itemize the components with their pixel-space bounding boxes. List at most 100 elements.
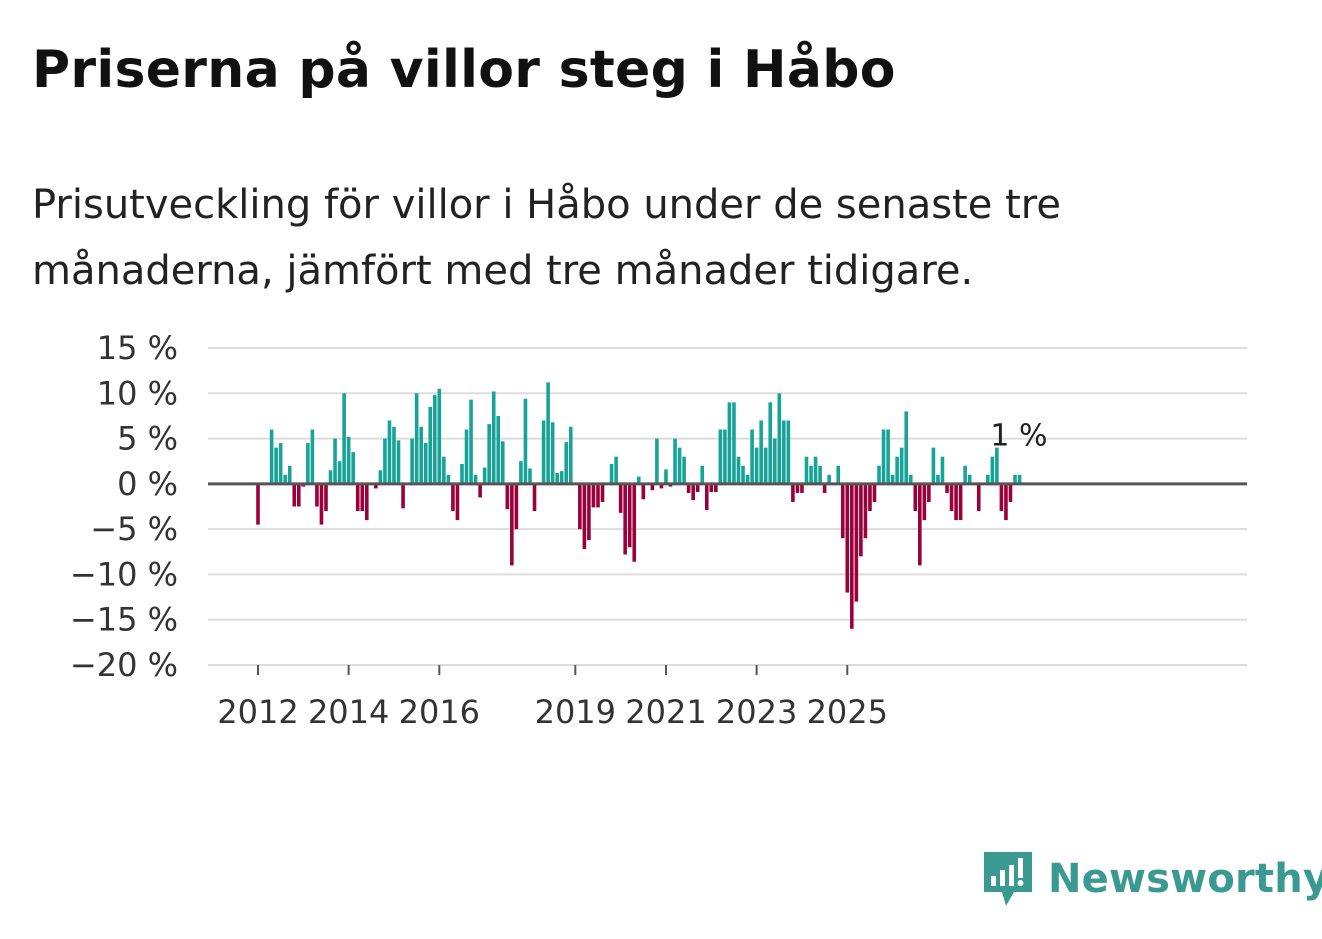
bar-negative — [401, 483, 405, 509]
bar-positive — [995, 447, 999, 484]
bar-negative — [505, 483, 510, 510]
annotations: 1 % — [990, 419, 1047, 454]
bar-positive — [278, 443, 283, 484]
bar-positive — [895, 456, 899, 484]
bar-positive — [392, 426, 396, 484]
bar-positive — [682, 456, 686, 484]
bar-negative — [478, 483, 482, 498]
bar-negative — [297, 483, 301, 507]
bar-positive — [351, 452, 355, 484]
bar-negative — [859, 483, 863, 557]
bar-positive — [523, 398, 528, 484]
bar-negative — [840, 483, 845, 539]
bar-positive — [990, 456, 995, 484]
bar-negative — [455, 483, 460, 521]
bar-positive — [736, 456, 741, 484]
bar-negative — [954, 483, 958, 521]
bar-positive — [936, 474, 940, 484]
bar-positive — [827, 474, 831, 484]
bar-positive — [768, 402, 773, 484]
y-tick-label: −20 % — [70, 646, 178, 684]
bar-negative — [360, 483, 365, 512]
bar-positive — [940, 456, 945, 484]
bar-negative — [822, 483, 827, 493]
bar-positive — [487, 424, 491, 484]
bar-positive — [423, 443, 428, 484]
bar-positive — [396, 440, 401, 484]
newsworthy-logo-icon — [984, 852, 1032, 906]
bar-negative — [451, 483, 455, 512]
bar-positive — [967, 474, 972, 484]
bar-positive — [886, 429, 890, 484]
bar-positive — [437, 388, 442, 484]
x-tick-label: 2014 — [308, 693, 389, 731]
bar-positive — [772, 438, 777, 484]
bar-positive — [333, 438, 337, 484]
x-tick-label: 2016 — [399, 693, 480, 731]
bar-positive — [387, 420, 392, 484]
bar-positive — [559, 471, 564, 484]
bar-positive — [274, 447, 278, 484]
bar-negative — [714, 483, 718, 493]
chart-title: Priserna på villor steg i Håbo — [32, 40, 896, 100]
bar-positive — [904, 411, 909, 484]
bar-negative — [364, 483, 369, 521]
bar-negative — [976, 483, 981, 512]
bar-negative — [850, 483, 854, 629]
bar-negative — [795, 483, 800, 493]
bars — [256, 382, 1022, 629]
bar-positive — [750, 429, 754, 484]
bar-positive — [813, 456, 818, 484]
bar-positive — [908, 474, 913, 484]
bar-negative — [618, 483, 623, 513]
bar-positive — [410, 438, 414, 484]
bar-positive — [528, 468, 532, 484]
bar-positive — [310, 429, 315, 484]
bar-positive — [636, 476, 641, 484]
bar-positive — [877, 465, 881, 484]
bar-positive — [473, 474, 478, 484]
bar-negative — [627, 483, 632, 548]
bar-negative — [927, 483, 931, 502]
y-tick-label: 10 % — [97, 374, 178, 412]
bar-negative — [918, 483, 922, 566]
bar-positive — [759, 420, 763, 484]
bar-negative — [949, 483, 954, 512]
bar-positive — [673, 438, 677, 484]
bar-negative — [514, 483, 519, 530]
x-tick-label: 2012 — [217, 693, 298, 731]
bar-negative — [868, 483, 872, 512]
bar-positive — [777, 393, 782, 484]
bar-positive — [1017, 474, 1022, 484]
bar-negative — [686, 483, 691, 493]
bar-positive — [809, 465, 813, 484]
y-tick-label: −5 % — [90, 510, 178, 548]
bar-positive — [446, 474, 451, 484]
bar-positive — [1013, 474, 1017, 484]
bar-positive — [269, 429, 274, 484]
bar-negative — [632, 483, 637, 562]
bar-negative — [659, 483, 664, 489]
price-change-bar-chart: 15 %10 %5 %0 %−5 %−10 %−15 %−20 % 2012 20… — [70, 329, 1247, 731]
bar-positive — [460, 463, 464, 484]
bar-positive — [614, 456, 618, 484]
bar-negative — [319, 483, 324, 525]
bar-positive — [519, 461, 523, 484]
y-tick-label: 15 % — [97, 329, 178, 367]
bar-negative — [355, 483, 360, 512]
y-tick-label: 0 % — [117, 465, 178, 503]
bar-positive — [550, 422, 555, 484]
bar-positive — [963, 465, 967, 484]
bar-negative — [1004, 483, 1008, 521]
bar-positive — [754, 447, 759, 484]
bar-negative — [641, 483, 646, 500]
bar-positive — [931, 447, 936, 484]
bar-negative — [256, 483, 260, 525]
bar-positive — [986, 474, 990, 484]
bar-positive — [723, 429, 727, 484]
brand-name: Newsworthy — [1048, 856, 1322, 902]
y-tick-label: −15 % — [70, 601, 178, 639]
bar-negative — [913, 483, 918, 512]
bar-negative — [587, 483, 591, 541]
bar-negative — [532, 483, 537, 512]
